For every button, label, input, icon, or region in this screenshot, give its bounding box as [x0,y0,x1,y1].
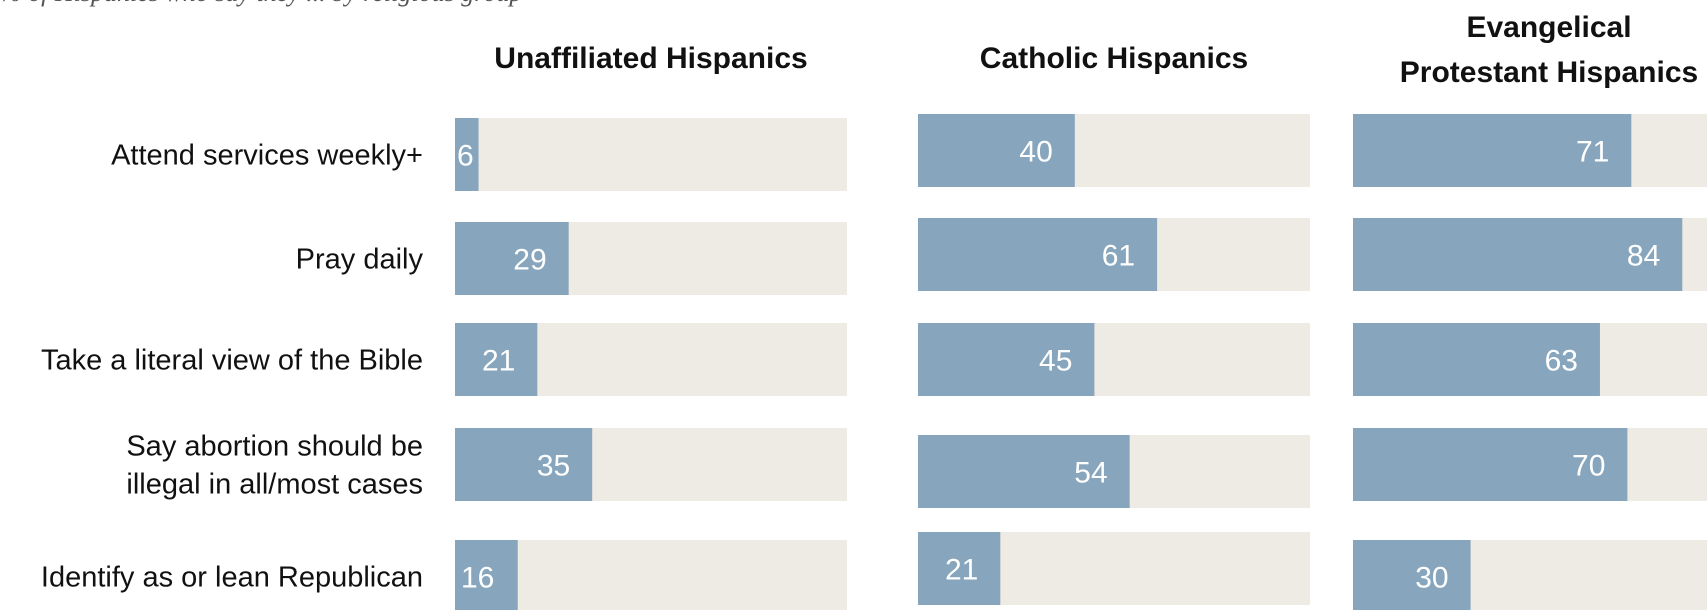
bar [1353,218,1683,291]
bar-track [455,540,847,610]
data-label: 84 [1627,240,1660,273]
bar [918,435,1130,508]
data-label: 30 [1415,562,1448,595]
bar [1353,540,1471,610]
panel-title: Catholic Hispanics [980,42,1248,75]
data-label: 45 [1039,345,1072,378]
data-label: 21 [482,345,515,378]
bar [1353,114,1632,187]
bar [455,428,593,501]
data-label: 71 [1576,136,1609,169]
category-label: Attend services weekly+ [111,140,423,172]
category-label: Pray daily [296,244,424,276]
bar [918,218,1158,291]
bar [455,222,569,295]
data-label: 54 [1074,457,1107,490]
panel-title: Unaffiliated Hispanics [494,42,807,75]
bar [918,532,1001,605]
category-label: Identify as or lean Republican [41,562,423,594]
bar-track [455,118,847,191]
data-label: 40 [1019,136,1052,169]
bar [918,323,1095,396]
panel-title: Protestant Hispanics [1400,56,1698,89]
bar [455,540,518,610]
data-label: 21 [945,554,978,587]
bar [455,323,538,396]
data-label: 35 [537,450,570,483]
bar [918,114,1075,187]
bar [1353,428,1628,501]
data-label: 63 [1545,345,1578,378]
data-label: 61 [1102,240,1135,273]
category-label: Take a literal view of the Bible [41,345,423,377]
bar [1353,323,1600,396]
data-label: 29 [513,244,546,277]
category-label: illegal in all/most cases [126,469,423,501]
panel-title: Evangelical [1466,11,1631,44]
bar [455,118,479,191]
chart-subtitle: % of Hispanics who say they ... by relig… [0,0,522,8]
data-label: 16 [461,562,494,595]
data-label: 6 [457,140,474,173]
category-label: Say abortion should be [126,431,423,463]
data-label: 70 [1572,450,1605,483]
